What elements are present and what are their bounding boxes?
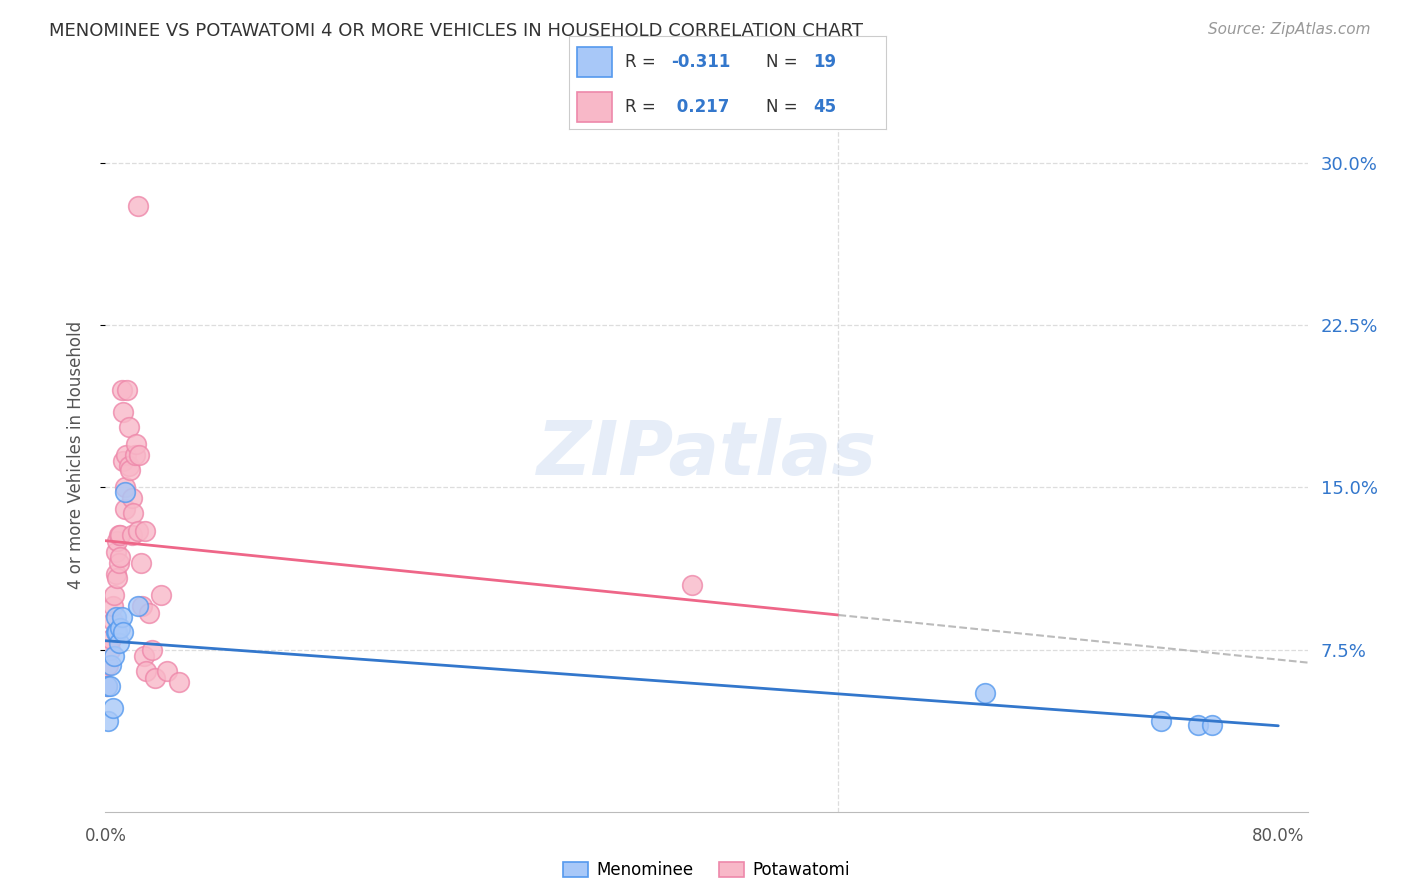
Point — [98, 679, 121, 693]
Point — [115, 448, 138, 462]
Point — [156, 664, 179, 678]
Point — [96, 679, 118, 693]
Point — [110, 610, 132, 624]
Point — [107, 556, 129, 570]
Point — [100, 632, 122, 646]
Point — [103, 648, 125, 663]
Text: 19: 19 — [813, 53, 837, 70]
Point — [112, 454, 135, 468]
Point — [127, 524, 149, 538]
Point — [129, 556, 152, 570]
Point — [97, 714, 120, 728]
Point — [141, 642, 163, 657]
Text: R =: R = — [624, 53, 655, 70]
FancyBboxPatch shape — [578, 47, 612, 77]
Point — [134, 524, 156, 538]
Point — [150, 589, 173, 603]
Text: R =: R = — [624, 98, 655, 116]
Text: 45: 45 — [813, 98, 837, 116]
Text: -0.311: -0.311 — [671, 53, 730, 70]
Point — [121, 528, 143, 542]
Point — [118, 458, 141, 473]
Point — [131, 599, 153, 614]
Point — [103, 589, 125, 603]
Point — [125, 437, 148, 451]
Text: 0.217: 0.217 — [671, 98, 730, 116]
Point — [122, 506, 145, 520]
Point — [1187, 718, 1209, 732]
Point — [104, 566, 127, 581]
FancyBboxPatch shape — [578, 92, 612, 122]
Point — [167, 675, 190, 690]
Point — [104, 545, 127, 559]
Text: 0.0%: 0.0% — [84, 828, 127, 846]
Point — [118, 419, 141, 434]
Point — [101, 615, 124, 629]
Point — [127, 599, 149, 614]
Point — [132, 648, 155, 663]
Point — [101, 599, 124, 614]
Y-axis label: 4 or more Vehicles in Household: 4 or more Vehicles in Household — [66, 321, 84, 589]
Point — [107, 528, 129, 542]
Point — [112, 405, 135, 419]
Point — [120, 463, 142, 477]
Point — [97, 657, 120, 672]
Text: Source: ZipAtlas.com: Source: ZipAtlas.com — [1208, 22, 1371, 37]
Point — [104, 625, 127, 640]
Point — [104, 610, 127, 624]
Point — [108, 621, 131, 635]
Point — [105, 571, 128, 585]
Point — [114, 480, 136, 494]
Text: N =: N = — [765, 98, 797, 116]
Point — [1150, 714, 1173, 728]
Point — [114, 484, 136, 499]
Point — [681, 577, 703, 591]
Text: MENOMINEE VS POTAWATOMI 4 OR MORE VEHICLES IN HOUSEHOLD CORRELATION CHART: MENOMINEE VS POTAWATOMI 4 OR MORE VEHICL… — [49, 22, 863, 40]
Point — [1201, 718, 1223, 732]
Text: ZIPatlas: ZIPatlas — [537, 418, 876, 491]
Point — [114, 502, 136, 516]
Point — [128, 448, 150, 462]
Point — [138, 606, 160, 620]
Point — [143, 671, 166, 685]
Point — [117, 383, 139, 397]
Point — [121, 491, 143, 505]
Point — [96, 679, 118, 693]
Point — [98, 642, 121, 657]
Point — [107, 636, 129, 650]
Point — [110, 383, 132, 397]
Point — [100, 657, 122, 672]
Point — [108, 549, 131, 564]
Point — [127, 199, 149, 213]
Legend: Menominee, Potawatomi: Menominee, Potawatomi — [557, 855, 856, 886]
Point — [135, 664, 157, 678]
Point — [112, 625, 135, 640]
Point — [101, 701, 124, 715]
Point — [105, 625, 128, 640]
Point — [974, 686, 997, 700]
Text: N =: N = — [765, 53, 797, 70]
Point — [108, 528, 131, 542]
Point — [105, 534, 128, 549]
Text: 80.0%: 80.0% — [1253, 828, 1305, 846]
Point — [124, 448, 146, 462]
